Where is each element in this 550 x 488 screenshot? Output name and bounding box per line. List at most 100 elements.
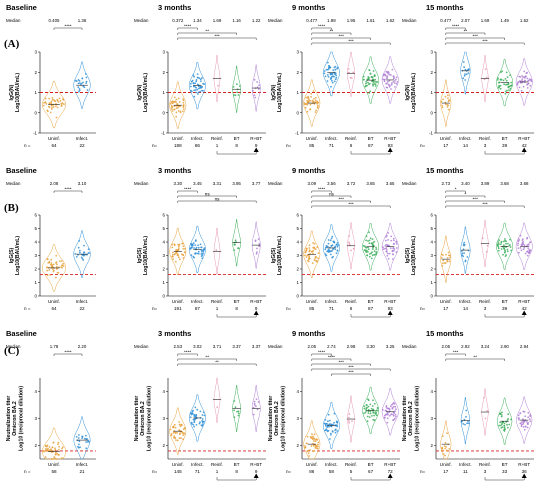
data-point bbox=[526, 426, 529, 429]
significance-bracket bbox=[331, 373, 371, 376]
data-point bbox=[517, 242, 519, 245]
data-point bbox=[315, 109, 318, 112]
data-point bbox=[394, 405, 397, 408]
data-point bbox=[172, 426, 175, 429]
n-value: 42 bbox=[522, 306, 528, 311]
data-point bbox=[233, 416, 236, 419]
significance-bracket bbox=[445, 200, 505, 203]
data-point bbox=[329, 73, 332, 76]
y-axis-label: Omicron BA.2 bbox=[140, 401, 146, 436]
data-point bbox=[174, 100, 177, 103]
category-label: Reinf. bbox=[345, 136, 357, 141]
data-point bbox=[385, 239, 387, 242]
violin-outline bbox=[460, 51, 471, 95]
significance-bracket bbox=[177, 353, 198, 356]
data-point bbox=[467, 422, 470, 425]
data-point bbox=[363, 405, 366, 408]
data-point bbox=[82, 85, 85, 87]
data-point bbox=[199, 90, 202, 93]
panel-title: Baseline bbox=[6, 3, 37, 12]
y-tick-label: 0 bbox=[297, 110, 300, 115]
data-point bbox=[375, 414, 378, 417]
data-point bbox=[77, 86, 80, 89]
data-point bbox=[215, 249, 218, 252]
data-point bbox=[497, 249, 500, 252]
data-point bbox=[386, 254, 389, 257]
data-point bbox=[390, 88, 392, 90]
data-point bbox=[233, 249, 236, 252]
data-point bbox=[331, 430, 334, 432]
group-bracket bbox=[216, 151, 257, 155]
data-point bbox=[394, 408, 397, 411]
category-label: R+BT bbox=[518, 299, 530, 304]
data-point bbox=[51, 97, 54, 99]
n-label: n = bbox=[24, 306, 31, 311]
category-label: Reinf. bbox=[345, 299, 357, 304]
data-point bbox=[387, 232, 390, 234]
category-label: Reinf. bbox=[479, 462, 491, 467]
significance-bracket bbox=[445, 205, 525, 208]
data-point bbox=[316, 246, 319, 249]
data-point bbox=[77, 246, 80, 249]
median-value: 3.72 bbox=[347, 181, 356, 186]
y-tick-label: 2 bbox=[297, 443, 300, 448]
data-point bbox=[389, 405, 392, 408]
data-point bbox=[233, 94, 235, 96]
violin-outline bbox=[251, 221, 261, 269]
data-point bbox=[81, 257, 84, 260]
data-point bbox=[500, 427, 503, 429]
data-point bbox=[324, 423, 327, 426]
data-point bbox=[257, 88, 260, 90]
data-point bbox=[395, 251, 398, 254]
row-2: (C) Baseline Median 1.78 2.20 Neutralization … bbox=[4, 329, 534, 481]
data-point bbox=[180, 430, 183, 433]
data-point bbox=[48, 97, 51, 100]
data-point bbox=[255, 252, 258, 255]
data-point bbox=[317, 441, 320, 444]
data-point bbox=[326, 61, 329, 64]
data-point bbox=[78, 88, 81, 90]
data-point bbox=[325, 68, 328, 71]
data-point bbox=[529, 249, 532, 252]
data-point bbox=[375, 251, 378, 253]
data-point bbox=[257, 401, 260, 403]
data-point bbox=[373, 253, 376, 256]
row-label: (B) bbox=[4, 202, 19, 214]
n-value: 87 bbox=[195, 306, 201, 311]
data-point bbox=[324, 75, 327, 78]
data-point bbox=[170, 106, 173, 109]
data-point bbox=[78, 89, 81, 92]
data-point bbox=[523, 428, 526, 431]
data-point bbox=[83, 251, 85, 254]
data-point bbox=[87, 252, 90, 254]
data-point bbox=[484, 417, 487, 420]
data-point bbox=[202, 82, 205, 85]
data-point bbox=[179, 110, 182, 113]
data-point bbox=[78, 90, 80, 93]
data-point bbox=[52, 99, 55, 101]
data-point bbox=[326, 422, 328, 425]
data-point bbox=[362, 75, 365, 78]
data-point bbox=[522, 421, 525, 424]
significance-label: **** bbox=[452, 23, 459, 28]
data-point bbox=[442, 254, 444, 256]
data-point bbox=[365, 80, 368, 83]
data-point bbox=[392, 401, 395, 404]
category-label: Uninf. bbox=[306, 136, 318, 141]
y-tick-label: 1 bbox=[431, 90, 434, 95]
data-point bbox=[500, 71, 502, 74]
data-point bbox=[371, 409, 374, 412]
violin-outline bbox=[322, 51, 340, 97]
n-value: 58 bbox=[329, 469, 335, 474]
data-point bbox=[373, 83, 376, 85]
data-point bbox=[308, 244, 311, 247]
data-point bbox=[390, 74, 392, 76]
data-point bbox=[326, 74, 329, 76]
data-point bbox=[80, 82, 83, 85]
group-bracket bbox=[484, 151, 525, 155]
data-point bbox=[173, 96, 176, 99]
data-point bbox=[372, 412, 375, 414]
data-point bbox=[46, 110, 49, 113]
data-point bbox=[366, 404, 368, 407]
data-point bbox=[503, 428, 506, 431]
